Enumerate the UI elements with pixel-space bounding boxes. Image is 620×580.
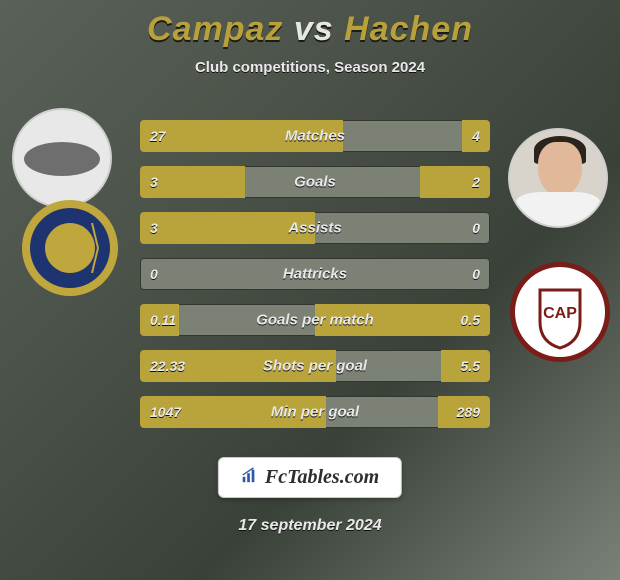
chart-icon: [241, 466, 259, 489]
stat-label: Goals: [294, 174, 336, 191]
stat-label: Hattricks: [283, 266, 347, 283]
stat-value-right: 0: [472, 266, 480, 282]
stat-value-left: 3: [150, 220, 158, 236]
stat-bar: 3 2 Goals: [140, 166, 490, 198]
subtitle: Club competitions, Season 2024: [195, 59, 425, 76]
player2-photo: [508, 128, 608, 228]
infographic-root: Campaz vs Hachen Club competitions, Seas…: [0, 0, 620, 580]
player2-shirt: [516, 192, 600, 226]
stat-bar: 27 4 Matches: [140, 120, 490, 152]
club2-badge: CAP: [510, 262, 610, 362]
stat-bar: 3 0 Assists: [140, 212, 490, 244]
stat-bar: 22.33 5.5 Shots per goal: [140, 350, 490, 382]
stat-value-right: 2: [472, 174, 480, 190]
source-logo: FcTables.com: [218, 457, 402, 498]
stat-label: Assists: [288, 220, 341, 237]
stat-label: Min per goal: [271, 404, 359, 421]
stat-value-left: 0.11: [150, 312, 176, 328]
stat-value-left: 22.33: [150, 358, 185, 374]
player2-head: [538, 142, 582, 196]
stat-bar: 0.11 0.5 Goals per match: [140, 304, 490, 336]
stat-value-left: 3: [150, 174, 158, 190]
stat-value-right: 5.5: [461, 358, 480, 374]
stat-bars: 27 4 Matches 3 2 Goals 3 0 Assists 0 0 Hattricks 0.1…: [140, 120, 490, 428]
stat-value-right: 289: [457, 404, 480, 420]
source-logo-text: FcTables.com: [265, 466, 379, 489]
club2-badge-text: CAP: [543, 305, 577, 322]
date-label: 17 september 2024: [238, 517, 381, 535]
club1-badge-text: CARC: [56, 225, 85, 236]
title-vs: vs: [294, 10, 334, 48]
title-player1: Campaz: [147, 10, 283, 48]
stat-label: Goals per match: [256, 312, 374, 329]
club1-badge: CARC: [20, 198, 120, 298]
stat-value-left: 0: [150, 266, 158, 282]
stat-value-right: 4: [472, 128, 480, 144]
player1-photo: [12, 108, 112, 208]
stat-value-right: 0: [472, 220, 480, 236]
stat-value-left: 1047: [150, 404, 181, 420]
stat-bar: 0 0 Hattricks: [140, 258, 490, 290]
page-title: Campaz vs Hachen: [147, 10, 473, 49]
stat-label: Matches: [285, 128, 345, 145]
title-player2: Hachen: [344, 10, 473, 48]
stat-label: Shots per goal: [263, 358, 367, 375]
stat-bar: 1047 289 Min per goal: [140, 396, 490, 428]
stat-value-left: 27: [150, 128, 166, 144]
stat-value-right: 0.5: [461, 312, 480, 328]
